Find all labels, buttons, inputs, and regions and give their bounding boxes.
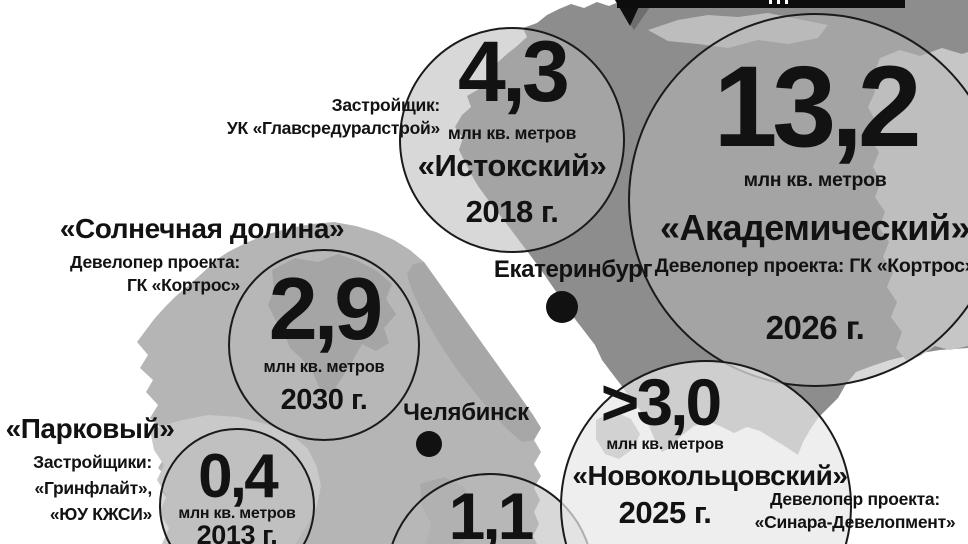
solnechnaya-dolina-year: 2030 г.	[280, 384, 368, 416]
istokskiy-name: «Истокский»	[417, 148, 607, 183]
parkovyi-developer-label: Застройщики: «Гринфлайт», «ЮУ КЖСИ»	[10, 449, 152, 527]
parkovyi-developer-line1: Застройщики:	[33, 452, 152, 472]
city-dot-chelyabinsk	[416, 431, 442, 457]
parkovyi-name: «Парковый»	[5, 413, 175, 444]
bubble-novokoltsovskiy	[560, 360, 852, 544]
istokskiy-developer-label: Застройщик: УК «Главсредуралстрой»	[190, 94, 440, 140]
solnechnaya-dolina-developer-label: Девелопер проекта: ГК «Кортрос»	[60, 251, 240, 297]
bubble-istokskiy	[399, 27, 625, 253]
banner-text-fragment	[769, 0, 788, 4]
novokoltsovskiy-unit: млн кв. метров	[606, 436, 724, 453]
bubble-parkovyi	[159, 428, 315, 544]
solnechnaya-dolina-name: «Солнечная долина»	[59, 213, 345, 244]
istokskiy-developer-line1: Застройщик:	[331, 95, 441, 115]
novokoltsovskiy-developer-line1: Девелопер проекта:	[770, 489, 940, 509]
parkovyi-unit: млн кв. метров	[178, 505, 296, 522]
city-dot-ekaterinburg	[546, 291, 578, 323]
istokskiy-developer-line2: УК «Главсредуралстрой»	[226, 118, 440, 138]
bubble-akademicheskiy	[628, 13, 968, 387]
akademicheskiy-year: 2026 г.	[765, 309, 865, 346]
istokskiy-year: 2018 г.	[465, 194, 559, 229]
akademicheskiy-name: «Академический»	[660, 207, 968, 248]
solnechnaya-developer-line1: Девелопер проекта:	[70, 252, 240, 272]
akademicheskiy-unit: млн кв. метров	[743, 169, 887, 191]
novokoltsovskiy-name: «Новокольцовский»	[572, 460, 848, 491]
istokskiy-unit: млн кв. метров	[447, 123, 577, 143]
istokskiy-value: 4,3	[458, 24, 570, 120]
parkovyi-developer-line3: «ЮУ КЖСИ»	[49, 504, 152, 524]
parkovyi-value: 0,4	[198, 442, 279, 511]
solnechnaya-dolina-value: 2,9	[268, 259, 383, 358]
header-banner	[617, 0, 905, 8]
city-label-chelyabinsk: Челябинск	[403, 399, 529, 426]
novokoltsovskiy-year: 2025 г.	[618, 495, 712, 530]
bubble-solnechnaya-dolina	[228, 249, 420, 441]
city-label-ekaterinburg: Екатеринбург	[493, 256, 653, 283]
parkovyi-year: 2013 г.	[196, 520, 278, 544]
akademicheskiy-value: 13,2	[713, 43, 921, 171]
akademicheskiy-developer: Девелопер проекта: ГК «Кортрос»	[654, 255, 968, 277]
solnechnaya-developer-line2: ГК «Кортрос»	[126, 275, 240, 295]
novokoltsovskiy-developer-label: Девелопер проекта: «Синара-Девелопмент»	[747, 488, 963, 534]
map-patch-border-band	[407, 262, 541, 442]
chelyabinsk-project-value: 1,1	[448, 479, 535, 544]
parkovyi-developer-line2: «Гринфлайт»,	[34, 478, 152, 498]
bubble-chelyabinsk-project	[391, 473, 589, 544]
novokoltsovskiy-value: >3,0	[600, 365, 722, 439]
novokoltsovskiy-developer-line2: «Синара-Девелопмент»	[754, 512, 956, 532]
solnechnaya-dolina-unit: млн кв. метров	[263, 358, 385, 376]
